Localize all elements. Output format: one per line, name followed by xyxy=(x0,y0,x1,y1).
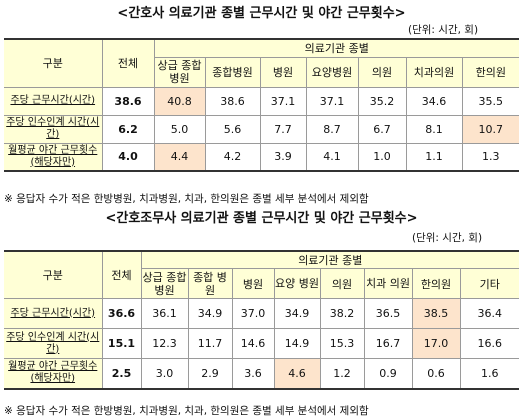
value-cell: 35.5 xyxy=(461,86,520,116)
value-cell: 38.2 xyxy=(319,298,365,329)
value-cell: 8.7 xyxy=(305,114,359,144)
value-cell: 1.2 xyxy=(319,358,365,390)
table2-unit: (단위: 시간, 회) xyxy=(412,232,483,244)
total-cell: 6.2 xyxy=(101,114,155,144)
value-cell: 36.5 xyxy=(363,298,413,329)
table1-col-header: 병원 xyxy=(259,56,307,88)
value-cell: 34.6 xyxy=(405,86,463,116)
value-cell: 36.1 xyxy=(140,298,189,329)
table1-col-header: 의원 xyxy=(357,56,407,88)
table1-col-header: 요양병원 xyxy=(305,56,359,88)
value-cell: 4.1 xyxy=(305,142,359,172)
table2-col-header: 요양 병원 xyxy=(273,268,321,299)
value-cell: 12.3 xyxy=(140,328,189,359)
table1-header-category: 의료기관 종별 xyxy=(153,38,520,58)
value-cell: 1.0 xyxy=(357,142,407,172)
table2-note: ※ 응답자 수가 적은 한방병원, 치과병원, 치과, 한의원은 종별 세부 분… xyxy=(4,405,369,417)
table-row: 주당 인수인계 시간(시간) 6.2 5.0 5.6 7.7 8.7 6.7 8… xyxy=(4,114,520,144)
value-cell: 1.3 xyxy=(461,142,520,172)
row-label: 주당 근무시간(시간) xyxy=(4,86,103,116)
value-cell: 10.7 xyxy=(461,114,520,144)
table-row: 주당 인수인계 시간(시간) 15.1 12.3 11.7 14.6 14.9 … xyxy=(4,328,520,359)
table2-header-group: 구분 xyxy=(4,250,103,299)
table1-col-header: 상급 종합병원 xyxy=(154,56,206,88)
table1-col-header: 한의원 xyxy=(461,56,520,88)
value-cell: 1.6 xyxy=(459,358,520,390)
value-cell: 3.6 xyxy=(231,358,275,390)
table1-header-group: 구분 xyxy=(4,38,103,88)
value-cell: 14.9 xyxy=(273,328,321,359)
table2-col-header: 기타 xyxy=(459,268,520,299)
table1-note: ※ 응답자 수가 적은 한방병원, 치과병원, 치과, 한의원은 종별 세부 분… xyxy=(4,193,369,205)
value-cell: 0.6 xyxy=(411,358,461,390)
table2-header-total: 전체 xyxy=(101,250,142,299)
value-cell: 5.6 xyxy=(204,114,261,144)
table-row: 주당 근무시간(시간) 36.6 36.1 34.9 37.0 34.9 38.… xyxy=(4,298,520,329)
table-row: 주당 근무시간(시간) 38.6 40.8 38.6 37.1 37.1 35.… xyxy=(4,86,520,116)
value-cell: 7.7 xyxy=(259,114,307,144)
value-cell: 4.4 xyxy=(153,142,206,172)
table2-col-header: 의원 xyxy=(319,268,365,299)
total-cell: 15.1 xyxy=(101,328,142,359)
table1-title: <간호사 의료기관 종별 근무시간 및 야간 근무횟수> xyxy=(117,6,406,21)
value-cell: 37.0 xyxy=(231,298,275,329)
table-row: 월평균 야간 근무횟수(해당자만) 4.0 4.4 4.2 3.9 4.1 1.… xyxy=(4,142,520,172)
value-cell: 5.0 xyxy=(153,114,206,144)
value-cell: 15.3 xyxy=(319,328,365,359)
value-cell: 16.7 xyxy=(363,328,413,359)
table2-col-header: 상급 종합병원 xyxy=(141,268,189,299)
table1-col-header: 치과의원 xyxy=(405,56,463,88)
value-cell: 36.4 xyxy=(459,298,520,329)
table2-col-header: 병원 xyxy=(231,268,275,299)
row-label: 주당 근무시간(시간) xyxy=(4,298,103,329)
value-cell: 2.9 xyxy=(187,358,233,390)
value-cell: 4.6 xyxy=(273,358,321,390)
value-cell: 38.5 xyxy=(411,298,461,329)
table1-unit: (단위: 시간, 회) xyxy=(408,24,479,36)
value-cell: 35.2 xyxy=(357,86,407,116)
table2-title: <간호조무사 의료기관 종별 근무시간 및 야간 근무횟수> xyxy=(105,211,418,226)
value-cell: 1.1 xyxy=(405,142,463,172)
value-cell: 3.0 xyxy=(140,358,189,390)
table1-header-total: 전체 xyxy=(101,38,155,88)
table1: 구분 전체 의료기관 종별 상급 종합병원 종합병원 병원 요양병원 의원 치과… xyxy=(4,38,520,172)
value-cell: 8.1 xyxy=(405,114,463,144)
row-label: 주당 인수인계 시간(시간) xyxy=(4,328,103,359)
table2: 구분 전체 의료기관 종별 상급 종합병원 종합 병원 병원 요양 병원 의원 … xyxy=(4,250,520,390)
table2-col-header: 치과 의원 xyxy=(363,268,413,299)
value-cell: 6.7 xyxy=(357,114,407,144)
total-cell: 38.6 xyxy=(101,86,155,116)
table2-col-header: 한의원 xyxy=(411,268,461,299)
value-cell: 17.0 xyxy=(411,328,461,359)
row-label: 월평균 야간 근무횟수(해당자만) xyxy=(4,142,103,172)
value-cell: 37.1 xyxy=(259,86,307,116)
value-cell: 37.1 xyxy=(305,86,359,116)
value-cell: 16.6 xyxy=(459,328,520,359)
value-cell: 40.8 xyxy=(153,86,206,116)
value-cell: 0.9 xyxy=(363,358,413,390)
value-cell: 4.2 xyxy=(204,142,261,172)
value-cell: 11.7 xyxy=(187,328,233,359)
total-cell: 36.6 xyxy=(101,298,142,329)
value-cell: 3.9 xyxy=(259,142,307,172)
table2-col-header: 종합 병원 xyxy=(187,268,233,299)
value-cell: 38.6 xyxy=(204,86,261,116)
total-cell: 2.5 xyxy=(101,358,142,390)
value-cell: 34.9 xyxy=(273,298,321,329)
table1-col-header: 종합병원 xyxy=(204,56,261,88)
table2-header-category: 의료기관 종별 xyxy=(140,250,520,269)
value-cell: 34.9 xyxy=(187,298,233,329)
row-label: 월평균 야간 근무횟수(해당자만) xyxy=(4,358,103,390)
total-cell: 4.0 xyxy=(101,142,155,172)
row-label: 주당 인수인계 시간(시간) xyxy=(4,114,103,144)
table-row: 월평균 야간 근무횟수(해당자만) 2.5 3.0 2.9 3.6 4.6 1.… xyxy=(4,358,520,390)
value-cell: 14.6 xyxy=(231,328,275,359)
